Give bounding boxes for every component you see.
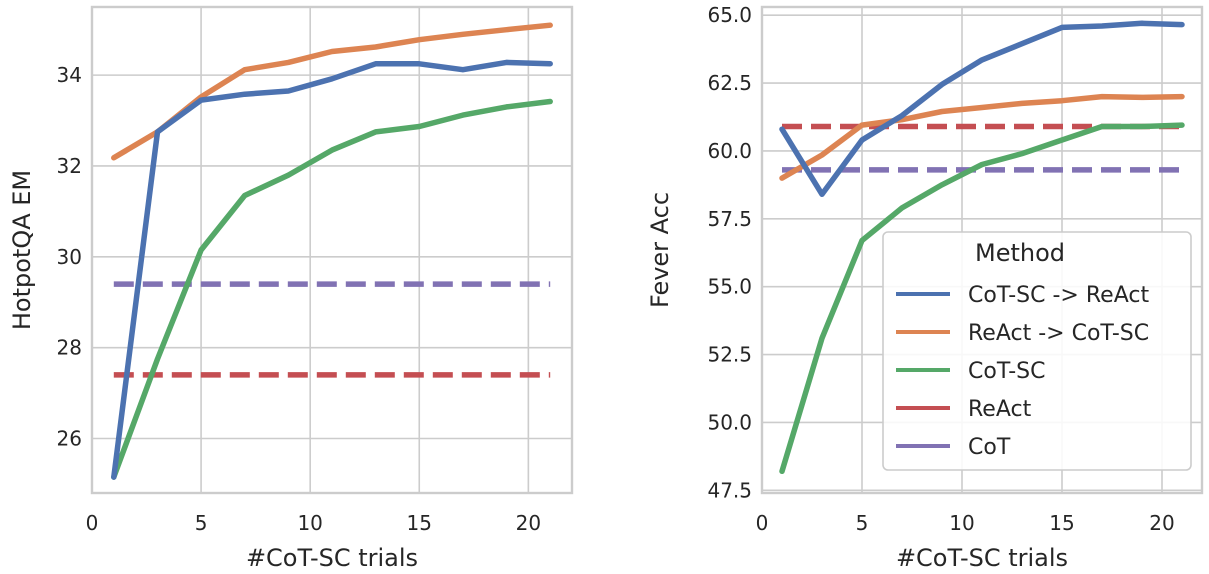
y-tick-label: 52.5 (707, 343, 752, 367)
x-tick-label: 10 (297, 511, 322, 535)
plot-area-frame (760, 5, 1204, 495)
x-tick-label: 5 (856, 511, 869, 535)
y-tick-label: 55.0 (707, 275, 752, 299)
series-line-cot-sc (111, 98, 553, 480)
legend-label-cot: CoT (968, 435, 1011, 460)
y-tick-label: 62.5 (707, 71, 752, 95)
y-axis-label: HotpotQA EM (8, 170, 36, 330)
x-tick-label: 20 (1149, 511, 1174, 535)
chart-panel-2: 0 5 10 15 20 47.5 50.0 52.5 55.0 57.5 60.0 62.5 65.0… (646, 3, 1204, 572)
y-tick-label: 60.0 (707, 139, 752, 163)
y-tick-label: 47.5 (707, 478, 752, 502)
y-tick-label: 57.5 (707, 207, 752, 231)
y-tick-label: 50.0 (707, 410, 752, 434)
legend-box (882, 231, 1192, 471)
x-tick-label: 15 (1049, 511, 1074, 535)
x-tick-label: 0 (756, 511, 769, 535)
y-tick-label: 30 (57, 245, 82, 269)
legend-label-cot-sc-react: CoT-SC -> ReAct (968, 283, 1149, 308)
x-tick-label: 5 (195, 511, 208, 535)
legend-title: Method (975, 239, 1065, 267)
y-tick-label: 34 (57, 63, 82, 87)
series-line-cot-sc-react (111, 59, 553, 480)
x-tick-label: 15 (407, 511, 432, 535)
x-tick-label: 20 (516, 511, 541, 535)
legend-label-react: ReAct (968, 397, 1032, 422)
x-axis-label: #CoT-SC trials (246, 544, 418, 572)
series-line-react-cot-sc (779, 93, 1185, 181)
x-axis-label: #CoT-SC trials (896, 544, 1068, 572)
series-line-cot-sc-react (779, 20, 1185, 198)
plot-area-frame (90, 5, 574, 495)
series-line-cot-sc (779, 122, 1185, 475)
y-axis-label: Fever Acc (646, 192, 674, 308)
x-tick-label: 0 (86, 511, 99, 535)
legend-label-cot-sc: CoT-SC (968, 359, 1046, 384)
x-tick-label: 10 (949, 511, 974, 535)
series-line-react-cot-sc (111, 22, 553, 161)
y-tick-label: 28 (57, 336, 82, 360)
y-tick-label: 65.0 (707, 3, 752, 27)
legend: Method CoT-SC -> ReAct ReAct -> CoT-SC CoT-… (882, 231, 1192, 471)
y-tick-label: 32 (57, 154, 82, 178)
legend-label-react-cot-sc: ReAct -> CoT-SC (968, 321, 1149, 346)
y-tick-label: 26 (57, 426, 82, 450)
chart-panel-1: 0 5 10 15 20 26 28 30 32 34 #CoT-SC trials HotpotQA… (8, 5, 574, 572)
